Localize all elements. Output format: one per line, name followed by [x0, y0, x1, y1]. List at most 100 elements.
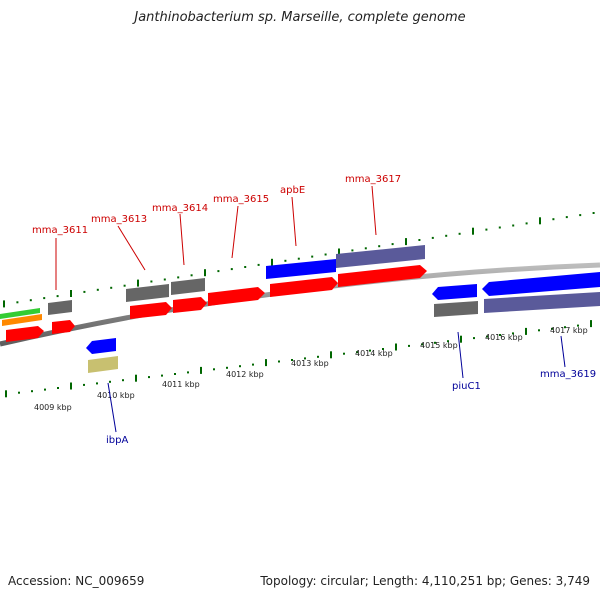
minor-tick [244, 266, 247, 268]
trna-feature[interactable] [2, 314, 42, 326]
major-tick [204, 269, 206, 277]
major-tick [200, 366, 202, 374]
cds-feature[interactable] [130, 302, 172, 319]
cds-feature[interactable] [266, 259, 336, 279]
gene-feature[interactable] [434, 301, 478, 317]
gene-feature[interactable] [484, 292, 600, 313]
accession-text: Accession: NC_009659 [8, 574, 145, 588]
minor-tick [96, 288, 99, 291]
gene-label-reverse: piuC1 [452, 381, 481, 392]
scale-label: 4012 kbp [226, 370, 264, 379]
major-tick [338, 248, 340, 256]
minor-tick [364, 247, 367, 250]
gene-feature[interactable] [336, 245, 425, 268]
minor-tick [56, 295, 59, 298]
minor-tick [579, 214, 582, 217]
minor-tick [512, 224, 515, 227]
cds-feature[interactable] [86, 338, 116, 354]
major-tick [330, 351, 332, 359]
minor-tick [174, 373, 176, 375]
cds-feature[interactable] [52, 320, 75, 334]
minor-tick [163, 278, 166, 281]
minor-tick [123, 284, 126, 287]
minor-tick [391, 243, 394, 246]
minor-tick [311, 255, 314, 258]
scale-label: 4010 kbp [97, 391, 135, 400]
gene-feature[interactable] [171, 278, 205, 295]
rrna-feature[interactable] [88, 356, 118, 373]
reverse-label-lines [107, 331, 566, 433]
minor-tick [356, 351, 358, 354]
minor-tick [217, 270, 220, 273]
minor-tick [458, 232, 461, 235]
scale-labels: 4009 kbp 4010 kbp 4011 kbp 4012 kbp 4013 kbp… [34, 326, 588, 412]
cds-feature[interactable] [173, 297, 207, 313]
gene-label-forward: mma_3611 [32, 225, 88, 236]
scale-label: 4017 kbp [550, 326, 588, 335]
scale-label: 4011 kbp [162, 380, 200, 389]
minor-tick [473, 337, 475, 340]
cds-feature[interactable] [6, 326, 44, 342]
minor-tick [109, 380, 111, 383]
major-tick [137, 279, 139, 287]
cds-feature[interactable] [270, 277, 338, 297]
cds-feature[interactable] [208, 287, 265, 306]
minor-tick [343, 352, 345, 355]
minor-tick [351, 249, 354, 252]
gene-label-reverse: ibpA [106, 435, 128, 446]
major-tick [525, 327, 527, 335]
minor-tick [43, 297, 46, 300]
minor-tick [382, 348, 384, 350]
major-tick [265, 359, 267, 367]
gene-feature[interactable] [126, 284, 169, 302]
minor-tick [230, 268, 233, 271]
minor-tick [83, 290, 86, 293]
map-title: Janthinobacterium sp. Marseille, complet… [134, 10, 466, 25]
forward-label-lines [55, 185, 377, 290]
gene-label-forward: mma_3613 [91, 214, 147, 225]
minor-tick [512, 332, 514, 335]
major-tick [460, 335, 462, 343]
scale-label: 4009 kbp [34, 403, 72, 412]
minor-tick [525, 222, 528, 225]
minor-tick [485, 228, 488, 231]
trna-feature[interactable] [0, 308, 40, 319]
minor-tick [378, 245, 381, 248]
minor-tick [434, 341, 436, 344]
minor-tick [177, 276, 180, 279]
minor-tick [161, 374, 163, 377]
gene-feature[interactable] [48, 300, 72, 315]
gene-label-forward: apbE [280, 185, 305, 196]
minor-tick [538, 329, 540, 332]
minor-tick [369, 349, 371, 352]
minor-tick [257, 263, 260, 266]
minor-tick [486, 335, 488, 338]
minor-tick [592, 212, 595, 214]
minor-tick [284, 259, 287, 262]
gene-label-forward: mma_3614 [152, 203, 208, 214]
minor-tick [304, 357, 306, 360]
major-tick [5, 390, 7, 398]
minor-tick [431, 236, 434, 239]
cds-feature[interactable] [482, 272, 600, 296]
major-tick [70, 382, 72, 390]
minor-tick [278, 360, 280, 363]
minor-tick [408, 344, 410, 347]
minor-tick [148, 376, 150, 379]
minor-tick [83, 383, 85, 386]
minor-tick [226, 366, 228, 369]
cds-feature[interactable] [338, 265, 427, 287]
minor-tick [324, 253, 327, 256]
minor-tick [96, 382, 98, 385]
major-tick [472, 227, 474, 235]
gene-label-forward: mma_3617 [345, 174, 401, 185]
major-tick [395, 343, 397, 351]
major-tick [135, 374, 137, 382]
cds-feature[interactable] [432, 284, 477, 300]
minor-tick [44, 388, 46, 391]
minor-tick [190, 274, 193, 277]
minor-tick [110, 286, 113, 289]
genome-summary-text: Topology: circular; Length: 4,110,251 bp… [260, 574, 590, 588]
minor-tick [57, 387, 59, 389]
